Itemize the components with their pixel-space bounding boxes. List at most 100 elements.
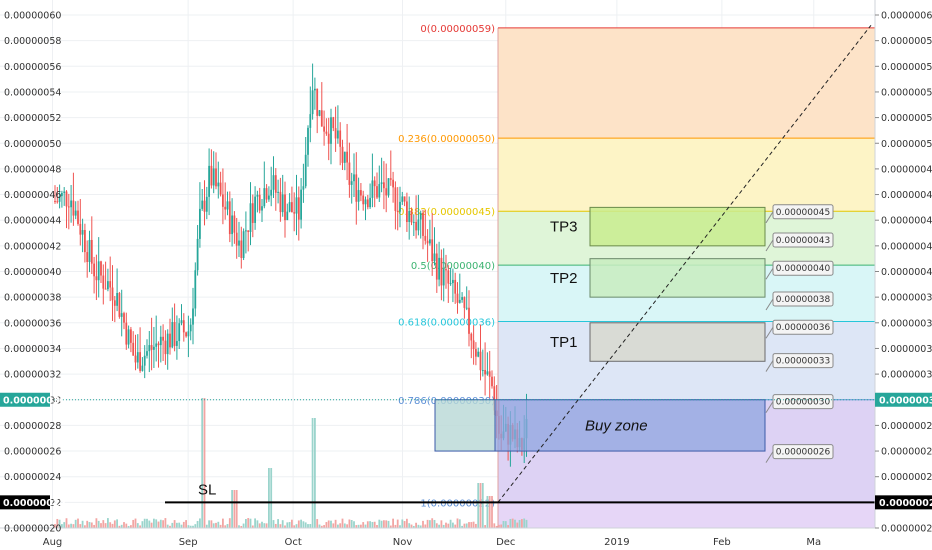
candle-body — [263, 188, 266, 207]
candle-body — [486, 371, 489, 375]
candle-body — [118, 293, 121, 317]
candle-body — [146, 351, 148, 356]
candle-body — [316, 88, 319, 116]
volume-bar — [95, 518, 98, 528]
candle-body — [63, 191, 66, 193]
candle-body — [130, 329, 132, 343]
volume-bar — [228, 518, 231, 528]
volume-bar — [334, 519, 337, 528]
y-tick-left: 0.00000024 — [4, 472, 61, 483]
volume-bar — [392, 518, 394, 528]
volume-bar — [139, 525, 141, 528]
candle-body — [479, 351, 482, 371]
candle-body — [226, 201, 229, 210]
candle-body — [463, 297, 466, 308]
volume-bar — [194, 524, 197, 528]
candle-body — [84, 230, 86, 253]
volume-bar — [286, 522, 289, 528]
volume-bar — [203, 398, 206, 528]
candle-body — [424, 235, 427, 241]
volume-bar — [157, 521, 160, 528]
fib-band — [498, 502, 875, 528]
candle-body — [113, 300, 116, 306]
candle-body — [461, 297, 463, 300]
candle-body — [435, 253, 438, 280]
y-tick-left: 0.00000058 — [4, 36, 61, 47]
candle-body — [70, 200, 72, 208]
candle-body — [373, 180, 376, 187]
volume-bar — [468, 522, 470, 528]
candle-body — [182, 320, 185, 333]
candle-body — [107, 281, 109, 290]
tp-zone-box — [589, 206, 766, 247]
candle-body — [295, 197, 298, 214]
candle-body — [468, 307, 470, 334]
volume-bar — [302, 521, 305, 528]
y-tick-left: 0.00000048 — [4, 164, 61, 175]
volume-bar — [410, 524, 413, 528]
volume-bar — [442, 524, 445, 528]
volume-bar — [265, 523, 268, 528]
candle-body — [458, 299, 461, 303]
volume-bar — [136, 523, 139, 528]
volume-bar — [362, 522, 365, 528]
candle-body — [224, 206, 227, 210]
volume-bar — [178, 522, 181, 528]
candle-body — [270, 189, 273, 196]
candle-body — [300, 189, 302, 220]
volume-bar — [224, 525, 227, 528]
volume-bar — [433, 519, 436, 528]
volume-bar — [470, 522, 473, 528]
y-tick-right: 0.00000036 — [881, 318, 932, 329]
price-badge-right-text: 0.00000022 — [879, 498, 932, 509]
candle-body — [445, 269, 447, 271]
volume-bar — [481, 483, 484, 528]
y-tick-right: 0.00000060 — [881, 11, 932, 22]
candle-body — [433, 253, 436, 262]
candle-body — [376, 186, 378, 198]
candle-body — [256, 194, 259, 197]
candle-body — [203, 200, 206, 212]
volume-bar — [222, 518, 224, 528]
callout-box — [772, 394, 834, 410]
y-tick-left: 0.00000050 — [4, 139, 61, 150]
volume-bar — [238, 525, 240, 528]
volume-bar — [293, 525, 296, 528]
candle-body — [231, 215, 233, 235]
candle-body — [465, 307, 468, 309]
price-badge-right-text: 0.00000030 — [879, 395, 932, 406]
candle-body — [484, 370, 486, 375]
candle-body — [86, 252, 89, 262]
y-tick-left: 0.00000054 — [4, 87, 61, 98]
candle-body — [304, 154, 307, 187]
candle-body — [332, 117, 335, 129]
y-tick-right: 0.00000020 — [881, 524, 932, 535]
candle-body — [187, 331, 190, 337]
volume-bar — [277, 519, 279, 528]
volume-bar — [399, 525, 401, 528]
volume-bar — [196, 520, 199, 528]
volume-bar — [173, 520, 176, 528]
volume-bar — [330, 520, 332, 528]
candle-body — [311, 90, 314, 115]
volume-bar — [268, 468, 270, 528]
volume-bar — [291, 519, 293, 528]
volume-bar — [130, 525, 132, 528]
volume-bar — [445, 522, 447, 528]
volume-bar — [226, 524, 229, 528]
volume-bar — [498, 524, 500, 528]
volume-bar — [376, 525, 378, 528]
candle-body — [238, 240, 240, 246]
volume-bar — [440, 520, 443, 528]
candle-body — [74, 210, 77, 216]
candle-body — [97, 261, 100, 281]
candle-body — [208, 165, 210, 197]
volume-bar — [304, 522, 307, 528]
candle-body — [228, 201, 231, 235]
volume-bar — [341, 518, 344, 528]
volume-bar — [56, 518, 59, 528]
candle-body — [314, 88, 316, 91]
callout-box — [772, 444, 834, 460]
candle-body — [330, 117, 332, 144]
